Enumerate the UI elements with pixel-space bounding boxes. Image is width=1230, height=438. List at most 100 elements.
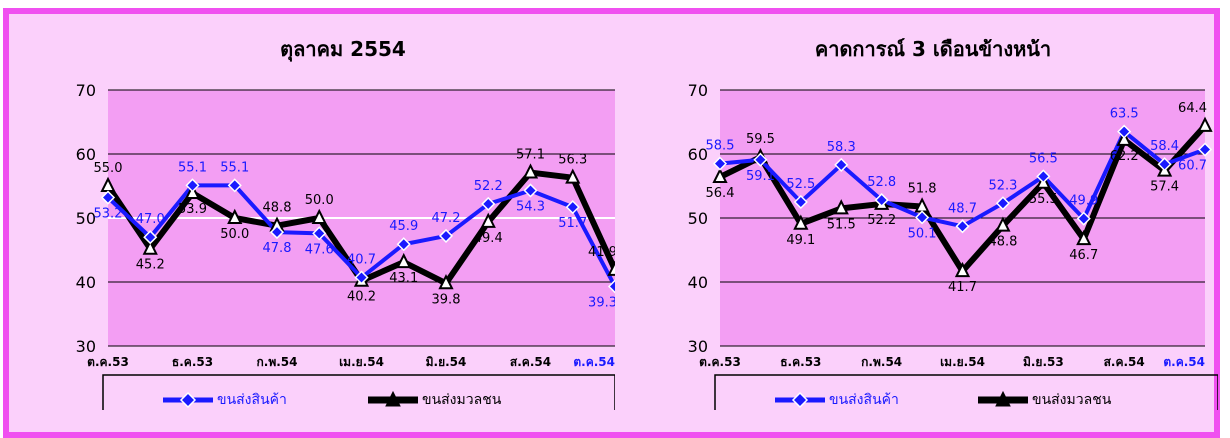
- legend-label-passengers: ขนส่งมวลชน: [1032, 392, 1112, 408]
- data-point-goods: [185, 178, 200, 193]
- data-point-goods: [793, 194, 808, 210]
- x-tick-label: เม.ย.54: [940, 355, 985, 369]
- data-label-passengers: 40.2: [347, 290, 376, 305]
- data-label-passengers: 55.0: [94, 161, 123, 176]
- chart-left: ตุลาคม 2554 30 40 50 60 70 ต.ค.53 ธ.ค.53 ก.พ.54 เ…: [76, 37, 615, 410]
- y-tick-label: 30: [688, 337, 708, 356]
- y-tick-label: 50: [688, 209, 708, 228]
- data-point-passengers: [1076, 229, 1092, 246]
- y-tick-label: 40: [76, 273, 96, 292]
- data-label-passengers: 48.8: [988, 235, 1017, 250]
- data-label-passengers: 50.0: [220, 227, 249, 242]
- data-point-passengers: [227, 208, 243, 224]
- data-label-goods: 47.8: [263, 241, 292, 256]
- data-label-goods: 50.1: [908, 226, 937, 241]
- data-point-goods: [1036, 169, 1051, 184]
- data-label-passengers: 56.3: [558, 153, 587, 168]
- data-label-goods: 58.4: [1150, 139, 1179, 154]
- data-point-passengers: [142, 239, 158, 255]
- x-tick-label: ต.ค.53: [87, 355, 129, 369]
- data-label-passengers: 45.2: [136, 258, 165, 273]
- data-label-passengers: 51.8: [908, 181, 937, 196]
- data-point-goods: [143, 230, 158, 245]
- data-label-goods: 47.6: [305, 242, 334, 257]
- data-point-passengers: [607, 260, 615, 276]
- data-label-passengers: 46.7: [1069, 248, 1098, 263]
- data-point-goods: [269, 225, 285, 240]
- data-point-goods: [523, 183, 538, 198]
- x-tick-label: มิ.ย.54: [426, 355, 467, 369]
- data-point-goods: [481, 196, 496, 211]
- data-label-passengers: 41.9: [588, 245, 615, 260]
- data-label-passengers: 50.0: [305, 193, 334, 208]
- data-point-passengers: [954, 261, 971, 278]
- data-point-goods: [607, 279, 615, 294]
- data-label-goods: 49.9: [1069, 194, 1098, 209]
- legend-label-goods: ขนส่งสินค้า: [829, 392, 899, 408]
- data-point-passengers: [712, 167, 728, 184]
- data-label-goods: 51.7: [558, 216, 587, 231]
- data-label-passengers: 41.7: [948, 280, 977, 295]
- legend-marker-passengers: [995, 390, 1011, 407]
- data-label-goods: 39.3: [588, 295, 615, 310]
- chart-title: ตุลาคม 2554: [280, 37, 406, 62]
- chart-title: คาดการณ์ 3 เดือนข้างหน้า: [815, 37, 1051, 61]
- legend-marker-goods: [791, 391, 809, 409]
- data-label-passengers: 51.5: [827, 217, 856, 232]
- data-label-passengers: 62.2: [1110, 149, 1139, 164]
- y-tick-label: 50: [76, 209, 96, 228]
- data-point-goods: [1197, 142, 1213, 157]
- data-point-goods: [565, 200, 580, 215]
- y-tick-label: 30: [76, 337, 96, 356]
- x-tick-label: ต.ค.53: [699, 355, 741, 369]
- legend-marker-passengers: [385, 390, 401, 407]
- data-point-passengers: [793, 214, 809, 230]
- data-label-goods: 53.2: [94, 207, 123, 222]
- y-tick-label: 60: [76, 145, 96, 164]
- data-label-passengers: 64.4: [1178, 101, 1207, 116]
- data-label-passengers: 39.8: [432, 292, 461, 307]
- data-point-passengers: [1197, 116, 1213, 132]
- data-label-goods: 63.5: [1110, 107, 1139, 122]
- data-label-passengers: 48.8: [263, 201, 292, 216]
- x-tick-label: ธ.ค.53: [172, 355, 213, 369]
- data-point-goods: [995, 196, 1010, 211]
- data-point-goods: [396, 237, 411, 252]
- data-label-goods: 56.5: [1029, 151, 1058, 166]
- data-point-goods: [227, 178, 242, 193]
- x-tick-label: มิ.ย.53: [1023, 355, 1064, 369]
- data-point-goods: [874, 193, 889, 208]
- x-tick-label: เม.ย.54: [339, 355, 384, 369]
- data-label-goods: 52.8: [867, 175, 896, 190]
- legend-marker-goods: [179, 391, 197, 409]
- data-label-passengers: 43.1: [389, 271, 418, 286]
- data-point-passengers: [396, 252, 412, 269]
- data-label-passengers: 59.5: [746, 132, 775, 147]
- data-point-goods: [915, 210, 930, 225]
- y-tick-label: 60: [688, 145, 708, 164]
- data-label-goods: 52.2: [474, 179, 503, 194]
- data-point-passengers: [438, 274, 454, 290]
- legend-label-passengers: ขนส่งมวลชน: [422, 392, 502, 408]
- legend-box: [714, 374, 1218, 410]
- data-label-goods: 47.2: [432, 211, 461, 226]
- x-tick-label: ก.พ.54: [861, 355, 902, 369]
- data-label-passengers: 52.2: [867, 213, 896, 228]
- chart-right: คาดการณ์ 3 เดือนข้างหน้า 30 40 50 60 70 ต.ค.53…: [688, 37, 1218, 410]
- data-label-goods: 58.5: [706, 139, 735, 154]
- data-label-passengers: 49.1: [786, 233, 815, 248]
- data-point-goods: [753, 152, 768, 167]
- data-point-passengers: [565, 168, 581, 184]
- data-label-goods: 40.7: [347, 253, 376, 268]
- data-label-goods: 59.1: [746, 169, 775, 184]
- data-label-goods: 54.3: [516, 199, 545, 214]
- x-tick-label: ก.พ.54: [257, 355, 298, 369]
- data-point-goods: [100, 190, 116, 205]
- data-point-goods: [438, 228, 454, 243]
- x-tick-label: ส.ค.54: [1104, 355, 1145, 369]
- y-tick-label: 70: [76, 81, 96, 100]
- x-tick-label: ต.ค.54: [573, 355, 615, 369]
- y-tick-label: 40: [688, 273, 708, 292]
- data-label-goods: 55.1: [178, 160, 207, 175]
- data-label-passengers: 53.9: [178, 202, 207, 217]
